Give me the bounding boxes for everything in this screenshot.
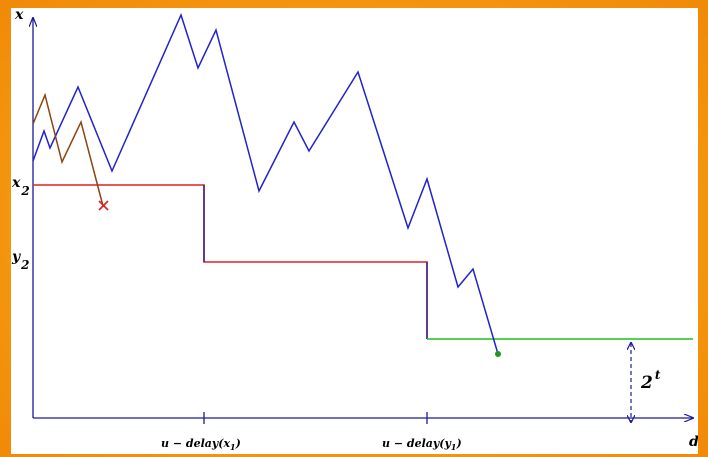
y-tick-label-y2: y2	[11, 249, 30, 272]
red-boundary	[33, 184, 428, 339]
failed-path	[32, 92, 104, 207]
end-dot	[495, 351, 501, 357]
main-path	[32, 12, 499, 355]
x-tick-label-1: u − delay(x1)	[161, 437, 241, 452]
x-tick-label-2: u − delay(y1)	[382, 437, 462, 452]
cross-marker	[98, 200, 109, 211]
x-axis-label: d	[689, 434, 698, 450]
y-tick-label-x2: x2	[11, 175, 30, 198]
y-axis-label: x	[14, 8, 24, 23]
